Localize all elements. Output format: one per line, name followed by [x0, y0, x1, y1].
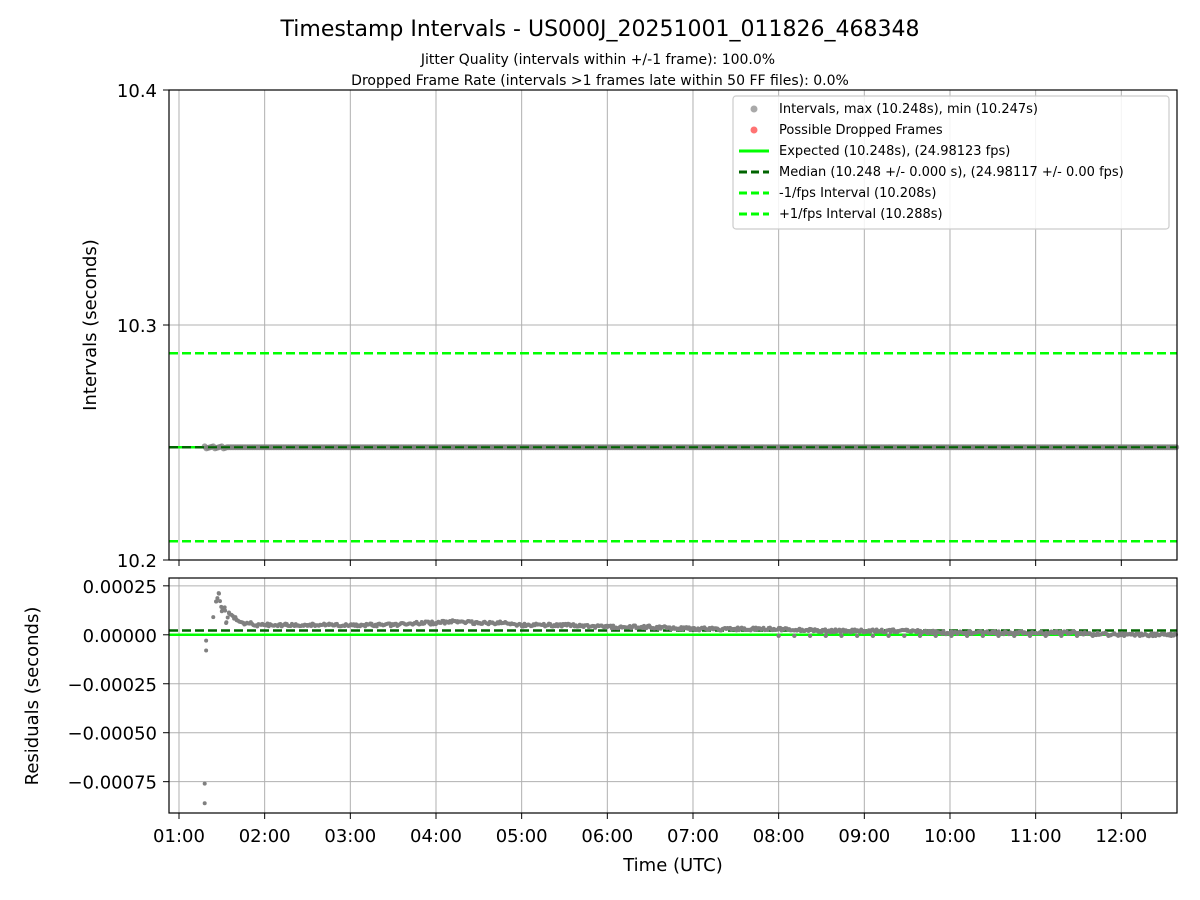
residual-point [854, 633, 860, 638]
residual-point [1074, 633, 1080, 638]
intervals-y-tick-label: 10.4 [117, 81, 157, 102]
residual-point [215, 596, 220, 601]
residual-point [1043, 633, 1048, 638]
residuals-y-tick-label: −0.00050 [67, 724, 157, 745]
residual-point [1059, 633, 1064, 638]
intervals-panel: 10.2 10.3 10.4 Intervals (seconds) Interva… [80, 81, 1180, 572]
intervals-points [169, 443, 1180, 452]
residual-point [223, 608, 228, 613]
residuals-y-ticks: 0.00025 0.00000 −0.00025 −0.00050 −0.00075 [67, 577, 169, 794]
residual-point [224, 620, 229, 625]
residual-point [1106, 633, 1111, 638]
x-tick-label: 04:00 [410, 826, 462, 847]
residual-point [1027, 633, 1033, 638]
intervals-y-tick-label: 10.3 [117, 316, 157, 337]
legend-label-intervals: Intervals, max (10.248s), min (10.247s) [779, 102, 1038, 117]
legend-label-minus-fps: -1/fps Interval (10.208s) [779, 186, 936, 201]
intervals-x-ticks [178, 560, 1122, 566]
legend-marker-dropped [750, 126, 758, 134]
legend-label-expected: Expected (10.248s), (24.98123 fps) [779, 144, 1010, 159]
residual-point [792, 633, 797, 638]
intervals-y-axis-label: Intervals (seconds) [80, 239, 101, 411]
residual-point [996, 633, 1001, 638]
x-tick-label: 01:00 [153, 826, 205, 847]
residual-point [886, 633, 891, 638]
legend-label-median: Median (10.248 +/- 0.000 s), (24.98117 +… [779, 165, 1124, 180]
residual-point [1012, 633, 1017, 638]
residual-point [823, 633, 828, 638]
intervals-legend: Intervals, max (10.248s), min (10.247s) … [732, 95, 1170, 230]
residuals-y-tick-label: −0.00025 [67, 675, 157, 696]
residuals-panel: 0.00025 0.00000 −0.00025 −0.00050 −0.00075 0… [22, 577, 1179, 876]
residual-point [217, 599, 222, 604]
residual-point [1153, 633, 1158, 638]
x-tick-label: 07:00 [667, 826, 719, 847]
x-tick-label: 06:00 [581, 826, 633, 847]
residual-point [933, 633, 938, 638]
x-tick-label: 09:00 [838, 826, 890, 847]
residual-point [204, 648, 209, 653]
residual-point [204, 638, 209, 643]
residual-point [225, 615, 230, 620]
residual-point [964, 633, 970, 638]
residual-point [211, 615, 216, 620]
residuals-y-tick-label: 0.00000 [83, 626, 157, 647]
residual-point [902, 633, 907, 638]
intervals-y-tick-label: 10.2 [117, 551, 157, 572]
chart-title: Timestamp Intervals - US000J_20251001_01… [280, 17, 920, 42]
residual-point [776, 633, 781, 638]
x-tick-label: 08:00 [753, 826, 805, 847]
x-axis-label: Time (UTC) [622, 855, 723, 876]
intervals-y-ticks: 10.2 10.3 10.4 [117, 81, 169, 572]
residuals-plot-frame [168, 577, 1178, 814]
residual-point [1090, 633, 1095, 638]
residual-point [1137, 633, 1143, 638]
residuals-y-axis-label: Residuals (seconds) [22, 607, 43, 786]
residuals-y-tick-label: −0.00075 [67, 773, 157, 794]
legend-label-dropped: Possible Dropped Frames [779, 123, 943, 138]
residual-point [202, 801, 207, 806]
residual-point [870, 633, 876, 638]
x-tick-label: 02:00 [239, 826, 291, 847]
x-tick-label: 10:00 [924, 826, 976, 847]
residuals-points [202, 591, 1179, 806]
residual-point [202, 781, 207, 786]
residual-point [1169, 633, 1174, 638]
residual-point [214, 599, 219, 604]
residual-point [980, 633, 986, 638]
residuals-x-ticks: 01:00 02:00 03:00 04:00 05:00 06:00 07:00 08:00… [153, 813, 1147, 847]
x-tick-label: 05:00 [496, 826, 548, 847]
residual-point [1121, 633, 1127, 638]
x-tick-label: 03:00 [324, 826, 376, 847]
residuals-y-tick-label: 0.00025 [83, 577, 157, 598]
residual-point [233, 615, 238, 620]
legend-frame [732, 95, 1170, 230]
residual-point [807, 633, 813, 638]
residual-point [216, 591, 221, 596]
chart-subtitle-dropped: Dropped Frame Rate (intervals >1 frames … [351, 73, 849, 89]
legend-label-plus-fps: +1/fps Interval (10.288s) [779, 207, 943, 222]
chart-subtitle-jitter: Jitter Quality (intervals within +/-1 fr… [420, 52, 775, 68]
x-tick-label: 12:00 [1095, 826, 1147, 847]
residual-point [839, 633, 844, 638]
residual-point [949, 633, 954, 638]
legend-marker-intervals [750, 105, 758, 113]
residual-point [917, 633, 923, 638]
x-tick-label: 11:00 [1010, 826, 1062, 847]
